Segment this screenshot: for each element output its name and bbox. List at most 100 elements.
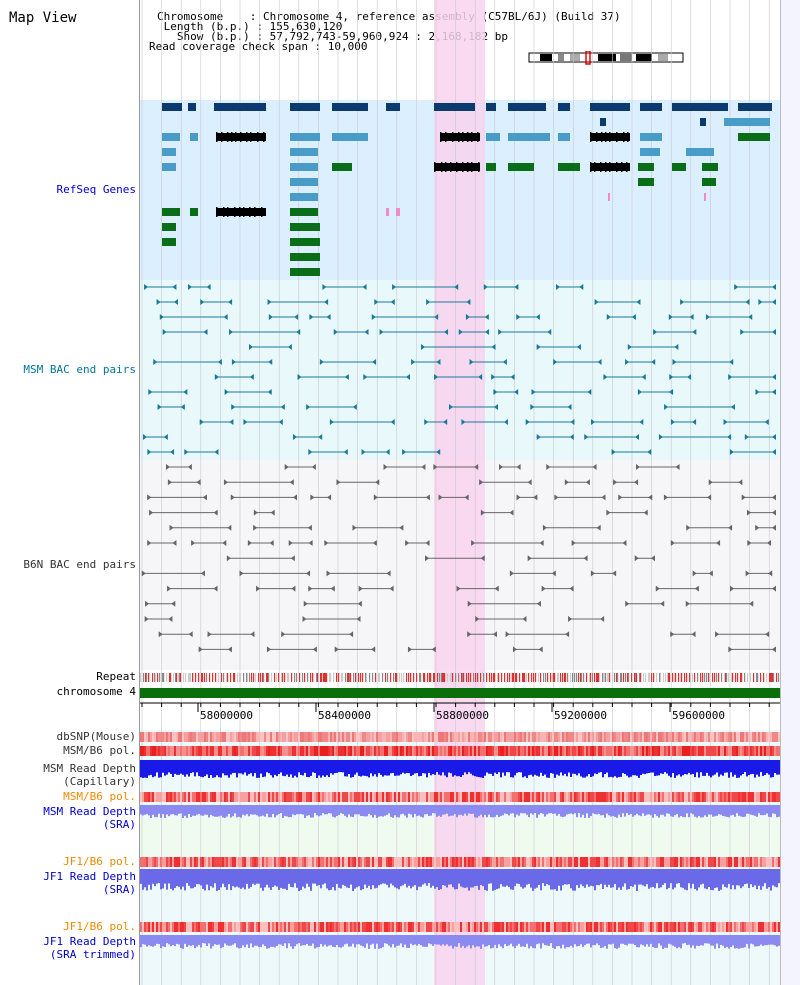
heat-cell: [346, 922, 348, 932]
repeat-mark: [493, 673, 495, 682]
depth-bar: [400, 869, 402, 887]
depth-bar: [408, 805, 410, 814]
repeat-mark: [149, 673, 151, 682]
repeat-mark: [574, 673, 576, 682]
heat-cell: [178, 922, 180, 932]
depth-bar: [600, 935, 602, 949]
heat-cell: [366, 746, 368, 756]
heat-cell: [238, 732, 240, 742]
depth-bar: [598, 935, 600, 946]
bac-end: [613, 479, 618, 486]
heat-cell: [468, 732, 470, 742]
exon-mark: [227, 207, 229, 217]
heat-cell: [436, 857, 438, 867]
heat-cell: [612, 792, 614, 802]
depth-bar: [462, 760, 464, 776]
exon-mark: [627, 132, 629, 142]
depth-bar: [628, 869, 630, 890]
chromosome-ideogram[interactable]: [528, 51, 688, 65]
depth-bar: [432, 869, 434, 886]
heat-cell: [462, 792, 464, 802]
depth-bar: [484, 935, 486, 947]
heat-cell: [446, 857, 448, 867]
depth-bar: [312, 760, 314, 773]
bac-end: [474, 464, 479, 470]
bac-end: [296, 329, 301, 335]
depth-bar: [550, 935, 552, 944]
depth-bar: [266, 935, 268, 949]
depth-bar: [364, 935, 366, 948]
depth-bar: [194, 935, 196, 949]
depth-bar: [226, 869, 228, 890]
heat-cell: [680, 732, 682, 742]
depth-bar: [748, 760, 750, 776]
heat-cell: [378, 857, 380, 867]
depth-bar: [334, 805, 336, 818]
bac-end: [214, 449, 219, 455]
depth-bar: [368, 760, 370, 778]
heat-cell: [470, 922, 472, 932]
depth-bar: [478, 869, 480, 890]
heat-cell: [654, 792, 656, 802]
repeat-mark: [260, 673, 262, 682]
exon-mark: [223, 207, 225, 217]
heat-cell: [378, 746, 380, 756]
bac-end: [618, 494, 623, 501]
depth-bar: [200, 935, 202, 948]
repeat-mark: [336, 673, 338, 682]
refseq-genes-label[interactable]: RefSeq Genes: [56, 183, 136, 196]
heat-cell: [716, 746, 718, 756]
depth-bar: [466, 935, 468, 947]
depth-bar: [650, 869, 652, 888]
depth-bar: [656, 760, 658, 776]
depth-bar: [308, 935, 310, 946]
depth-bar: [230, 869, 232, 891]
heat-cell: [498, 922, 500, 932]
heat-cell: [426, 792, 428, 802]
depth-bar: [580, 869, 582, 885]
depth-bar: [652, 869, 654, 887]
bac-end: [308, 540, 313, 546]
heat-cell: [582, 746, 584, 756]
depth-bar: [344, 869, 346, 886]
depth-bar: [360, 935, 362, 946]
heat-cell: [440, 792, 442, 802]
depth-bar: [682, 805, 684, 818]
depth-bar: [602, 869, 604, 889]
depth-bar: [140, 935, 142, 948]
heat-cell: [148, 746, 150, 756]
heat-cell: [604, 857, 606, 867]
heat-cell: [554, 732, 556, 742]
depth-bar: [612, 805, 614, 816]
heat-cell: [204, 746, 206, 756]
depth-bar: [668, 869, 670, 888]
heat-cell: [448, 792, 450, 802]
repeat-mark: [494, 673, 496, 682]
heat-cell: [426, 732, 428, 742]
depth-bar: [386, 805, 388, 815]
repeat-mark: [731, 673, 733, 682]
depth-bar: [228, 869, 230, 885]
msm-bac-end-pairs-label[interactable]: MSM BAC end pairs: [23, 363, 136, 376]
b6n-bac-end-pairs-label[interactable]: B6N BAC end pairs: [23, 558, 136, 571]
repeat-mark: [145, 673, 147, 682]
depth-bar: [776, 935, 778, 947]
heat-cell: [440, 732, 442, 742]
heat-cell: [146, 792, 148, 802]
heat-cell: [550, 857, 552, 867]
depth-bar: [590, 805, 592, 817]
depth-bar: [474, 805, 476, 818]
heat-cell: [244, 732, 246, 742]
heat-cell: [580, 732, 582, 742]
heat-cell: [684, 792, 686, 802]
heat-cell: [640, 922, 642, 932]
repeat-mark: [221, 673, 223, 682]
depth-bar: [216, 805, 218, 817]
heat-cell: [238, 792, 240, 802]
heat-cell: [734, 746, 736, 756]
depth-bar: [220, 869, 222, 888]
heat-cell: [324, 792, 326, 802]
depth-bar: [484, 869, 486, 891]
repeat-mark: [152, 673, 154, 682]
